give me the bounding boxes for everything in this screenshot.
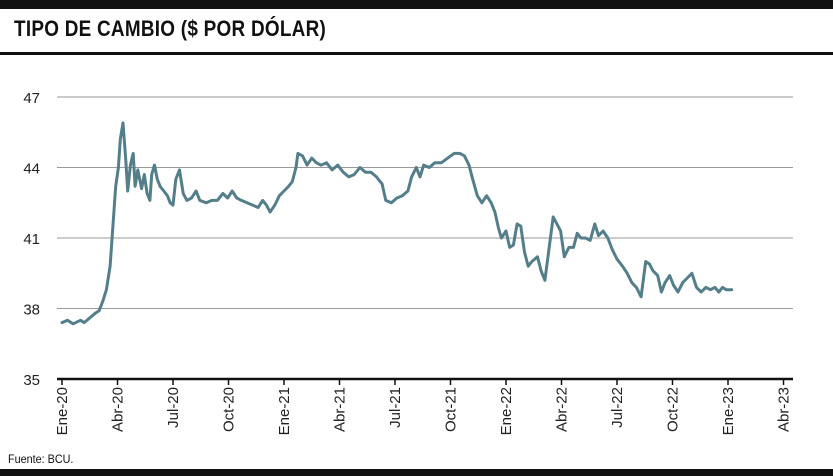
- chart-area: 35 38 41 44 47 Ene-20 Abr-20 Jul-20 Oct-20 Ene-2…: [0, 56, 833, 448]
- x-axis-ticks: Ene-20 Abr-20 Jul-20 Oct-20 Ene-21 Abr-21 Jul-…: [54, 379, 793, 435]
- x-tick-label: Abr-21: [332, 387, 349, 432]
- y-tick-label: 47: [23, 90, 40, 107]
- x-tick-label: Jul-20: [165, 387, 182, 428]
- x-tick-label: Oct-20: [221, 387, 238, 432]
- x-tick-label: Ene-21: [276, 387, 293, 435]
- x-tick-label: Abr-23: [776, 387, 793, 432]
- top-rule: [0, 0, 833, 9]
- y-axis-ticks: 35 38 41 44 47: [23, 90, 40, 389]
- x-tick-label: Ene-20: [54, 387, 71, 435]
- x-tick-label: Abr-22: [554, 387, 571, 432]
- y-tick-label: 38: [23, 302, 40, 319]
- x-tick-label: Abr-20: [110, 387, 127, 432]
- x-tick-label: Oct-21: [443, 387, 460, 432]
- chart-title: TIPO DE CAMBIO ($ POR DÓLAR): [14, 16, 327, 41]
- series-line: [60, 121, 734, 326]
- x-tick-label: Ene-22: [498, 387, 515, 435]
- bottom-rule: [0, 469, 833, 476]
- y-tick-label: 44: [23, 161, 40, 178]
- x-tick-label: Oct-22: [665, 387, 682, 432]
- series: [60, 121, 734, 326]
- title-rule: [0, 52, 833, 55]
- y-tick-label: 41: [23, 231, 40, 248]
- x-tick-label: Jul-21: [387, 387, 404, 428]
- gridlines: [57, 96, 793, 309]
- y-tick-label: 35: [23, 372, 40, 389]
- x-tick-label: Jul-22: [609, 387, 626, 428]
- source-note: Fuente: BCU.: [8, 452, 74, 466]
- x-tick-label: Ene-23: [720, 387, 737, 435]
